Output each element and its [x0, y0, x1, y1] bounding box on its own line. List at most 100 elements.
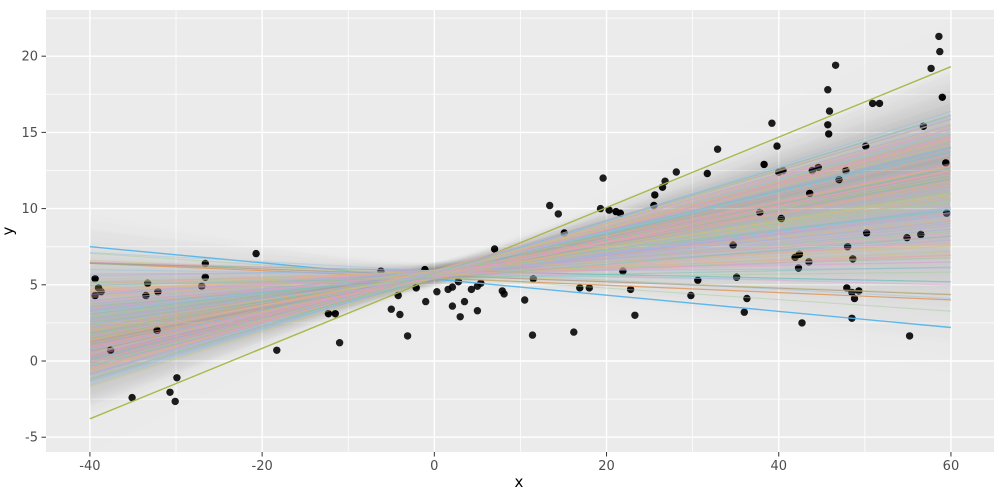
regression-line: [89, 153, 952, 351]
data-point: [252, 249, 260, 258]
data-point: [153, 326, 161, 335]
data-point: [942, 209, 951, 217]
regression-line: [89, 183, 951, 330]
regression-line: [89, 117, 952, 382]
regression-line: [89, 261, 951, 296]
regression-line: [89, 260, 951, 295]
data-point: [154, 288, 162, 296]
regression-line: [89, 206, 951, 329]
data-point: [862, 229, 871, 237]
data-point: [201, 259, 209, 268]
regression-line: [89, 119, 952, 375]
data-point: [490, 245, 499, 253]
data-point: [387, 305, 395, 313]
data-point: [672, 168, 680, 176]
regression-line: [89, 232, 951, 299]
data-point: [173, 374, 181, 382]
regression-line: [89, 114, 952, 383]
regression-line: [89, 150, 952, 355]
data-point: [473, 307, 482, 315]
regression-line: [89, 235, 951, 307]
data-point: [794, 264, 803, 272]
data-point: [743, 294, 751, 303]
regression-line: [89, 242, 951, 291]
regression-line: [89, 251, 951, 292]
data-point: [760, 160, 768, 169]
regression-line: [89, 66, 952, 420]
data-point: [331, 310, 339, 318]
data-point: [460, 297, 469, 306]
x-tick-label: 60: [943, 459, 960, 474]
data-point: [849, 255, 857, 263]
regression-line: [89, 261, 951, 283]
data-point: [142, 291, 150, 300]
regression-line: [89, 257, 951, 283]
data-point: [605, 206, 613, 214]
data-point: [651, 191, 659, 199]
y-axis-title: y: [0, 226, 17, 235]
regression-line: [89, 197, 951, 333]
line-layer: [89, 66, 952, 420]
x-tick-label: 20: [598, 459, 615, 474]
data-point: [570, 328, 578, 336]
y-tick-label: 20: [21, 50, 38, 65]
data-point: [650, 201, 658, 210]
data-point: [448, 302, 457, 310]
regression-line: [89, 239, 951, 296]
data-point: [171, 397, 179, 406]
data-point: [831, 61, 840, 69]
regression-line: [89, 148, 952, 356]
regression-line: [89, 165, 952, 354]
data-point: [825, 130, 833, 138]
data-point: [91, 291, 99, 300]
data-point: [824, 86, 832, 94]
regression-line: [89, 137, 952, 369]
regression-line: [89, 114, 952, 387]
data-point: [903, 233, 911, 242]
regression-line: [89, 261, 951, 286]
data-point: [936, 47, 944, 56]
regression-line: [89, 170, 952, 349]
data-point: [917, 230, 925, 239]
regression-line: [89, 173, 952, 347]
data-point: [703, 169, 711, 178]
data-point: [143, 279, 152, 287]
regression-line: [89, 139, 952, 364]
regression-line: [89, 246, 951, 329]
regression-line: [89, 192, 951, 331]
regression-line: [89, 169, 952, 351]
data-point: [806, 189, 814, 198]
regression-line: [89, 144, 952, 355]
data-point: [729, 241, 737, 249]
regression-line: [89, 262, 951, 283]
regression-line: [89, 164, 952, 356]
regression-line: [89, 213, 951, 313]
data-point: [448, 283, 457, 291]
data-point: [554, 210, 562, 218]
data-point: [942, 159, 950, 167]
regression-line: [89, 186, 951, 338]
x-tick-label: -40: [79, 459, 100, 474]
regression-line: [89, 220, 951, 312]
regression-line: [89, 140, 952, 370]
regression-line: [89, 124, 952, 374]
regression-line: [89, 119, 952, 372]
regression-line: [89, 146, 952, 361]
regression-line: [89, 167, 952, 350]
regression-line: [89, 252, 951, 299]
regression-line: [89, 141, 952, 363]
data-point: [166, 388, 174, 396]
data-point: [396, 310, 404, 319]
regression-line: [89, 193, 951, 336]
regression-line: [89, 171, 952, 342]
regression-line: [89, 235, 951, 295]
data-point: [798, 319, 806, 327]
regression-line: [89, 146, 952, 356]
regression-line: [89, 235, 951, 294]
regression-line: [89, 261, 951, 277]
regression-line: [89, 200, 951, 327]
data-point: [403, 332, 412, 340]
regression-line: [89, 212, 951, 322]
